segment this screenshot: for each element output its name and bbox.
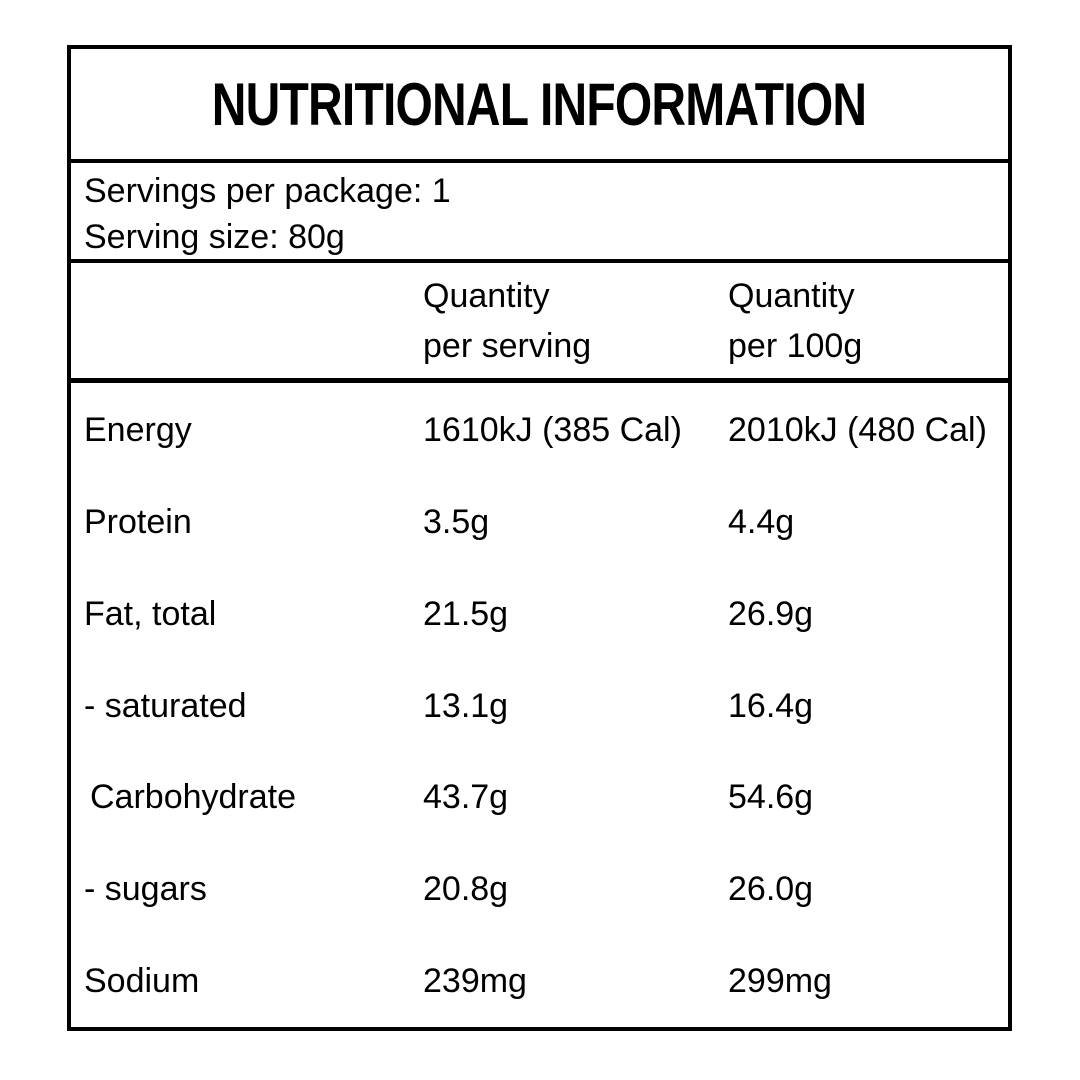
nutrient-name: - saturated bbox=[84, 686, 247, 725]
nutrient-name: Fat, total bbox=[84, 594, 217, 633]
nutrient-per-100g: 26.0g bbox=[728, 869, 814, 908]
table-row-sugars: - sugars 20.8g 26.0g bbox=[71, 844, 1008, 936]
per-100g-header-line1: Quantity bbox=[728, 276, 855, 315]
nutrient-name: Protein bbox=[84, 503, 192, 542]
nutrient-per-serving: 3.5g bbox=[423, 503, 490, 542]
serving-size: Serving size: 80g bbox=[84, 218, 345, 256]
title-section: NUTRITIONAL INFORMATION bbox=[71, 49, 1008, 163]
nutrition-panel: NUTRITIONAL INFORMATION Servings per pac… bbox=[67, 45, 1012, 1031]
servings-section: Servings per package: 1 Serving size: 80… bbox=[71, 163, 1008, 263]
per-serving-header-line2: per serving bbox=[423, 326, 592, 365]
column-header-row: Quantity per serving Quantity per 100g bbox=[71, 263, 1008, 383]
nutrient-per-serving: 13.1g bbox=[423, 686, 509, 725]
nutrient-per-100g: 26.9g bbox=[728, 594, 814, 633]
nutrient-per-serving: 239mg bbox=[423, 961, 527, 1000]
per-100g-header-line2: per 100g bbox=[728, 326, 863, 365]
nutrient-per-serving: 1610kJ (385 Cal) bbox=[423, 411, 682, 450]
servings-per-package: Servings per package: 1 bbox=[84, 172, 451, 210]
table-row-sodium: Sodium 239mg 299mg bbox=[71, 935, 1008, 1027]
nutrient-name: Energy bbox=[84, 411, 192, 450]
nutrient-name: - sugars bbox=[84, 869, 207, 908]
per-serving-header-line1: Quantity bbox=[423, 276, 550, 315]
nutrient-per-serving: 21.5g bbox=[423, 594, 509, 633]
nutrient-per-serving: 43.7g bbox=[423, 778, 509, 817]
nutrient-per-100g: 54.6g bbox=[728, 778, 814, 817]
nutrient-per-100g: 2010kJ (480 Cal) bbox=[728, 411, 987, 450]
nutrient-per-100g: 4.4g bbox=[728, 503, 795, 542]
nutrient-per-100g: 16.4g bbox=[728, 686, 814, 725]
table-row-carbohydrate: Carbohydrate 43.7g 54.6g bbox=[71, 752, 1008, 844]
table-row-saturated-fat: - saturated 13.1g 16.4g bbox=[71, 660, 1008, 752]
table-row-fat-total: Fat, total 21.5g 26.9g bbox=[71, 568, 1008, 660]
nutrient-per-serving: 20.8g bbox=[423, 869, 509, 908]
nutrient-name: Sodium bbox=[84, 961, 200, 1000]
nutrient-table-body: Energy 1610kJ (385 Cal) 2010kJ (480 Cal)… bbox=[71, 383, 1008, 1027]
column-header-per-serving: Quantity per serving bbox=[423, 271, 728, 371]
table-row-energy: Energy 1610kJ (385 Cal) 2010kJ (480 Cal) bbox=[71, 385, 1008, 477]
nutrient-name: Carbohydrate bbox=[90, 778, 297, 817]
table-row-protein: Protein 3.5g 4.4g bbox=[71, 477, 1008, 569]
column-header-per-100g: Quantity per 100g bbox=[728, 271, 1008, 371]
panel-title: NUTRITIONAL INFORMATION bbox=[212, 70, 867, 138]
nutrient-per-100g: 299mg bbox=[728, 961, 832, 1000]
